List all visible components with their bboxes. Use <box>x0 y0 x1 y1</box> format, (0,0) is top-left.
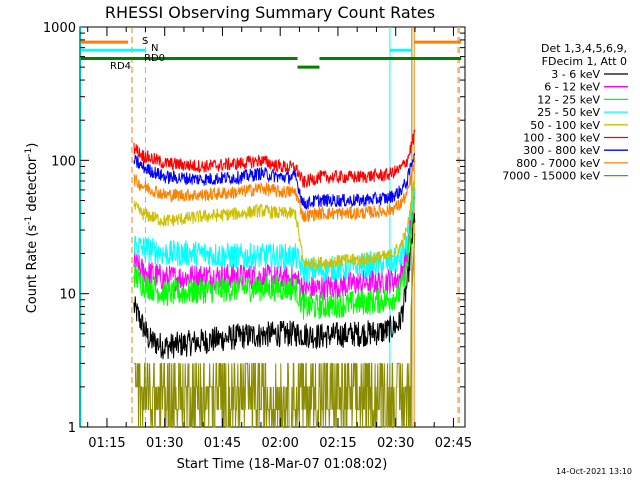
x-tick-label: 02:45 <box>435 436 472 451</box>
series-line-0 <box>133 212 416 360</box>
legend-label: 12 - 25 keV <box>537 93 600 106</box>
legend-label: 100 - 300 keV <box>523 132 600 145</box>
series-line-3 <box>133 183 416 284</box>
x-tick-label: 02:15 <box>319 436 356 451</box>
legend-label: 7000 - 15000 keV <box>502 170 600 183</box>
legend-label: 300 - 800 keV <box>523 144 600 157</box>
x-tick-label: 01:45 <box>204 436 241 451</box>
timestamp: 14-Oct-2021 13:10 <box>556 467 632 476</box>
flag-label: S <box>142 36 148 47</box>
flag-label: RD4 <box>110 61 131 72</box>
series-line-5 <box>133 129 416 188</box>
legend-header-line2: FDecim 1, Att 0 <box>542 55 627 68</box>
y-axis-label: Count Rate (s-1 detector-1) <box>24 143 40 314</box>
x-tick-label: 01:30 <box>146 436 183 451</box>
series-line-8 <box>133 233 416 428</box>
chart-title: RHESSI Observing Summary Count Rates <box>105 3 435 22</box>
y-axis-label-sup1: -1 <box>24 216 34 225</box>
x-tick-label: 01:15 <box>88 436 125 451</box>
y-axis-label-main: Count Rate (s <box>25 225 40 314</box>
legend-label: 25 - 50 keV <box>537 106 600 119</box>
legend-label: 50 - 100 keV <box>530 119 600 132</box>
y-tick-label: 10 <box>59 288 76 303</box>
y-tick-label: 1000 <box>43 21 76 36</box>
flag-label: RD0 <box>144 53 165 64</box>
legend: Det 1,3,4,5,6,9, FDecim 1, Att 0 3 - 6 k… <box>502 42 628 183</box>
legend-label: 6 - 12 keV <box>544 81 600 94</box>
y-axis-label-end: ) <box>25 143 40 148</box>
x-axis-ticks: 01:15 01:30 01:45 02:00 02:15 02:30 02:45 <box>87 27 472 451</box>
y-axis-label-sup2: -1 <box>24 148 34 157</box>
x-axis-label: Start Time (18-Mar-07 01:08:02) <box>177 457 388 472</box>
x-tick-label: 02:30 <box>377 436 414 451</box>
series-line-4 <box>133 179 416 271</box>
y-tick-label: 100 <box>51 154 76 169</box>
series-line-7 <box>133 156 416 222</box>
y-axis-label-mid: detector <box>25 156 40 216</box>
legend-label: 800 - 7000 keV <box>516 157 600 170</box>
y-tick-label: 1 <box>68 421 76 436</box>
legend-label: 3 - 6 keV <box>551 68 600 81</box>
series-line-2 <box>133 187 416 320</box>
x-tick-label: 02:00 <box>261 436 298 451</box>
series-group <box>133 129 416 428</box>
flag-label: N <box>151 43 158 54</box>
legend-header-line1: Det 1,3,4,5,6,9, <box>541 42 627 55</box>
series-line-1 <box>133 191 416 302</box>
series-line-6 <box>133 152 416 211</box>
y-axis-ticks: 1 10 100 1000 <box>43 21 465 436</box>
